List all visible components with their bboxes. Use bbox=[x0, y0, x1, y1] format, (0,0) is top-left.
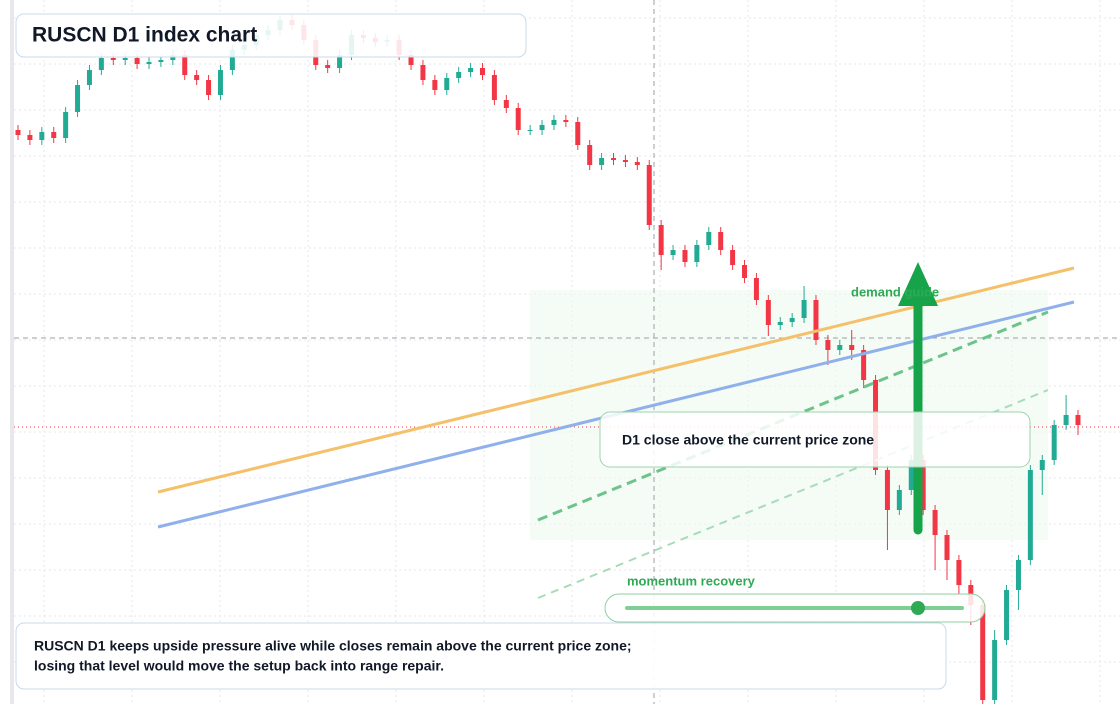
candle-body bbox=[682, 250, 688, 262]
candle-body bbox=[944, 535, 950, 560]
candle-body bbox=[694, 245, 700, 262]
candle-body bbox=[575, 122, 581, 145]
candle-body bbox=[122, 58, 128, 60]
candle-body bbox=[634, 162, 640, 165]
candle-body bbox=[98, 58, 104, 70]
candle-body bbox=[742, 265, 748, 278]
candle-body bbox=[980, 605, 986, 700]
candle-body bbox=[920, 460, 926, 510]
candle-body bbox=[182, 55, 188, 75]
candle-body bbox=[849, 345, 855, 350]
candle-body bbox=[206, 80, 212, 95]
candle-body bbox=[468, 68, 474, 72]
candle-body bbox=[1075, 415, 1081, 425]
candle-body bbox=[1015, 560, 1021, 590]
candle-body bbox=[229, 50, 235, 70]
channel-line-lower bbox=[537, 389, 1049, 599]
candle-body bbox=[908, 460, 914, 490]
candle-body bbox=[527, 130, 533, 131]
candle-body bbox=[670, 250, 676, 255]
candle-body bbox=[456, 72, 462, 78]
candle-body bbox=[837, 345, 843, 350]
candle-body bbox=[646, 165, 652, 225]
candle-body bbox=[896, 490, 902, 510]
candle-body bbox=[491, 75, 497, 100]
candle-body bbox=[611, 158, 617, 160]
candle-body bbox=[134, 58, 140, 64]
zone-label: demand guide bbox=[851, 284, 939, 299]
candle-body bbox=[158, 60, 164, 62]
zone-note: D1 close above the current price zone bbox=[622, 432, 874, 448]
candle-body bbox=[801, 300, 807, 318]
candle-body bbox=[1027, 470, 1033, 560]
candle-body bbox=[1004, 590, 1010, 640]
candle-body bbox=[587, 145, 593, 165]
candle-body bbox=[194, 75, 200, 80]
candle-body bbox=[825, 340, 831, 350]
candle-body bbox=[15, 130, 21, 135]
candle-body bbox=[599, 158, 605, 165]
candle-body bbox=[706, 232, 712, 245]
title-box bbox=[15, 13, 527, 58]
candle-body bbox=[884, 470, 890, 510]
candle-body bbox=[146, 62, 152, 64]
candle-body bbox=[86, 70, 92, 85]
candle-body bbox=[325, 65, 331, 68]
candle-body bbox=[27, 135, 33, 140]
candle-body bbox=[813, 300, 819, 340]
candle-body bbox=[730, 250, 736, 265]
candle-body bbox=[1039, 460, 1045, 470]
candle-body bbox=[51, 132, 57, 138]
candle-body bbox=[861, 350, 867, 380]
candle-body bbox=[337, 55, 343, 68]
footer-line: RUSCN D1 keeps upside pressure alive whi… bbox=[34, 638, 632, 654]
footer-line: losing that level would move the setup b… bbox=[34, 658, 444, 674]
candle-body bbox=[1063, 415, 1069, 425]
candle-body bbox=[432, 80, 438, 90]
candle-body bbox=[110, 58, 116, 60]
candle-body bbox=[515, 108, 521, 130]
candle-body bbox=[622, 160, 628, 162]
candle-body bbox=[789, 318, 795, 322]
candle-body bbox=[992, 640, 998, 700]
candle-body bbox=[563, 120, 569, 122]
candle-body bbox=[420, 65, 426, 80]
candle-body bbox=[956, 560, 962, 585]
candle-body bbox=[658, 225, 664, 255]
candle-body bbox=[75, 85, 81, 112]
candle-body bbox=[932, 510, 938, 535]
candle-body bbox=[63, 112, 69, 138]
candle-body bbox=[1051, 425, 1057, 460]
arrow-head bbox=[898, 262, 938, 306]
candle-body bbox=[217, 70, 223, 95]
candle-body bbox=[503, 100, 509, 108]
candle-body bbox=[551, 120, 557, 125]
candle-body bbox=[765, 300, 771, 325]
candle-body bbox=[408, 55, 414, 65]
candle-body bbox=[777, 322, 783, 325]
footer-box bbox=[15, 622, 947, 690]
note-box bbox=[599, 411, 1031, 468]
candle-body bbox=[479, 68, 485, 75]
momentum-knob bbox=[911, 601, 925, 615]
left-edge bbox=[10, 0, 14, 704]
candle-body bbox=[539, 125, 545, 130]
candle-body bbox=[753, 278, 759, 300]
momentum-label: momentum recovery bbox=[627, 573, 756, 588]
candle-body bbox=[39, 132, 45, 140]
candle-body bbox=[444, 78, 450, 90]
candle-body bbox=[718, 232, 724, 250]
chart-title: RUSCN D1 index chart bbox=[32, 24, 257, 47]
